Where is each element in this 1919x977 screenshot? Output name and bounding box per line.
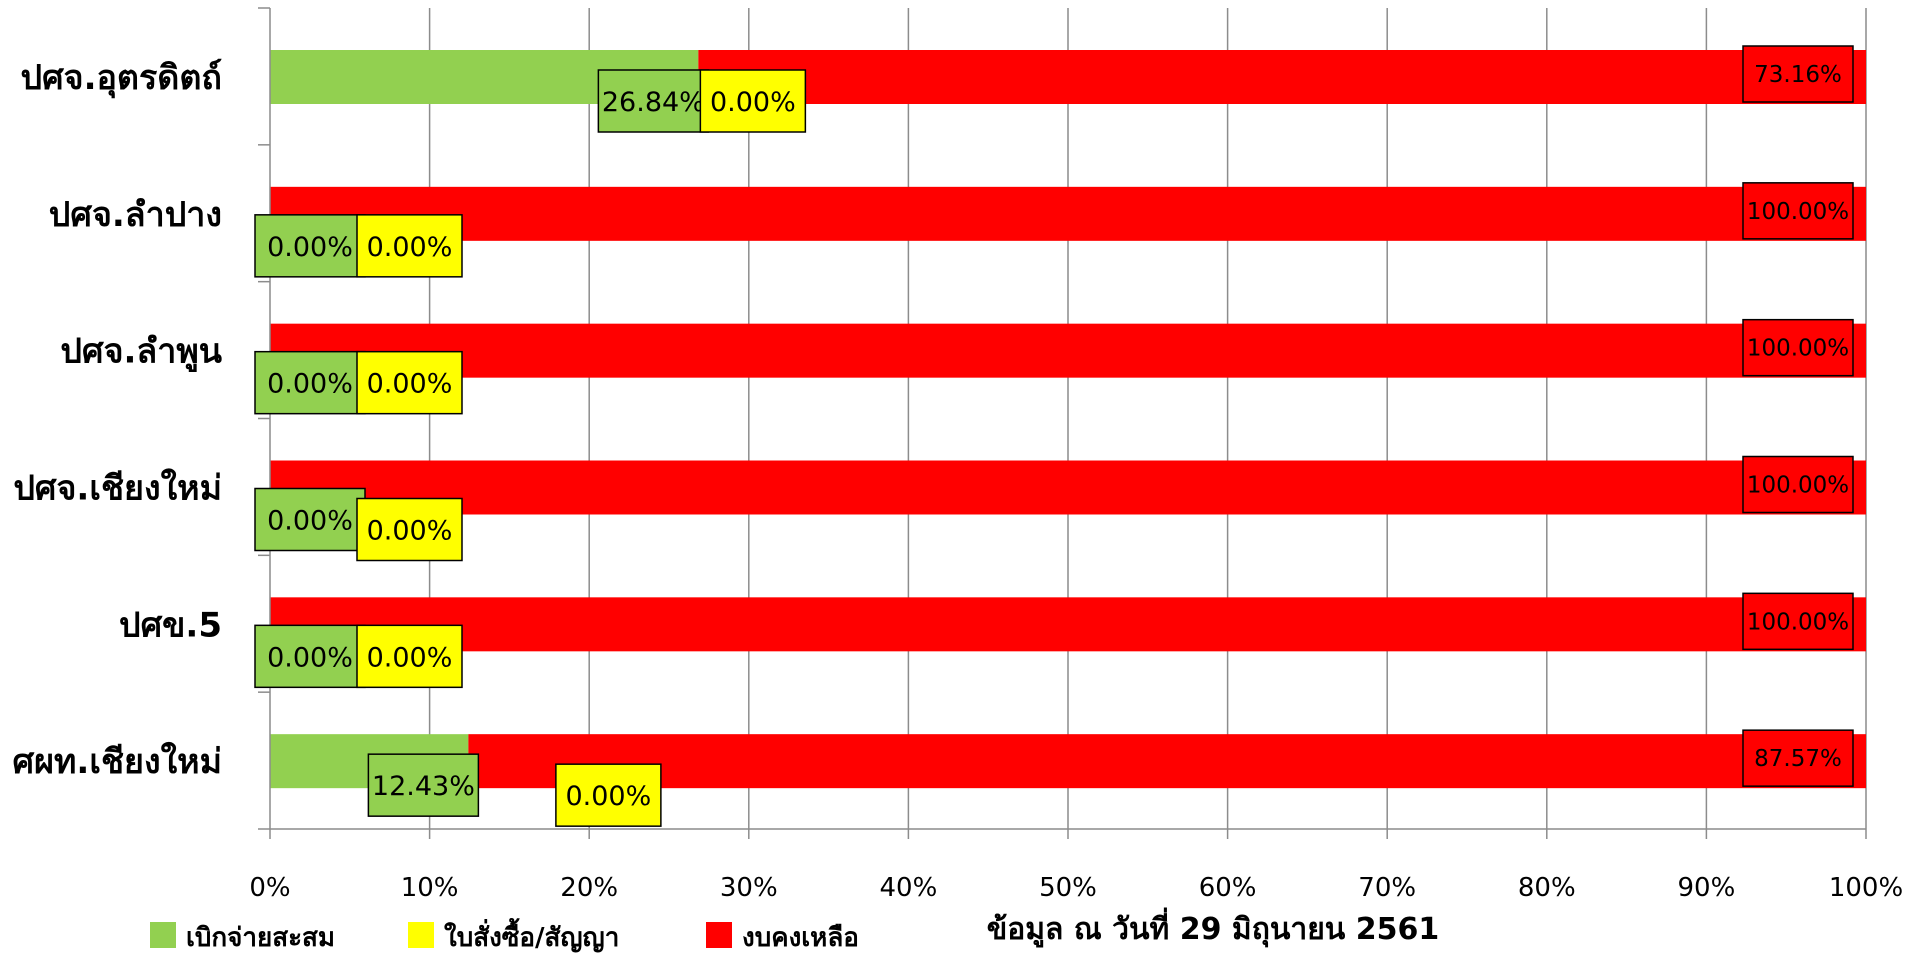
data-label-remaining-box <box>1742 729 1854 787</box>
gridlines <box>428 8 1867 829</box>
category-label: ปศจ.ลำพูน <box>60 332 222 373</box>
x-tick-label: 90% <box>1678 873 1736 903</box>
data-label-disbursed-box <box>254 487 366 552</box>
bar-segment <box>270 186 1866 241</box>
data-label-disbursed-box <box>367 753 480 817</box>
x-tick-label: 0% <box>249 873 290 903</box>
data-label-purchase-order: 0.00% <box>710 87 796 118</box>
category-label: ปศจ.อุตรดิตถ์ <box>20 58 222 99</box>
legend-label: งบคงเหลือ <box>742 923 859 953</box>
category-labels: ปศจ.อุตรดิตถ์ปศจ.ลำปางปศจ.ลำพูนปศจ.เชียง… <box>13 58 222 782</box>
data-label-disbursed: 0.00% <box>267 506 353 537</box>
data-label-purchase-order: 0.00% <box>367 232 453 263</box>
data-label-disbursed: 0.00% <box>267 232 353 263</box>
data-label-purchase-order-box <box>356 624 463 689</box>
category-label: ปศข.5 <box>119 605 222 645</box>
legend-label: เบิกจ่ายสะสม <box>186 923 335 953</box>
legend-swatch <box>150 922 176 948</box>
data-label-disbursed: 0.00% <box>267 642 353 673</box>
data-label-disbursed: 12.43% <box>372 771 475 802</box>
x-tick-label: 80% <box>1518 873 1576 903</box>
legend-label: ใบสั่งซื้อ/สัญญา <box>444 917 619 953</box>
bar-segment <box>270 597 1866 652</box>
category-label: ปศจ.เชียงใหม่ <box>13 468 222 509</box>
x-tick-label: 70% <box>1358 873 1416 903</box>
data-label-remaining-box <box>1742 455 1854 514</box>
data-label-remaining: 87.57% <box>1754 746 1842 772</box>
data-label-disbursed-box <box>254 214 366 278</box>
data-label-purchase-order-box <box>555 763 662 827</box>
data-label-purchase-order: 0.00% <box>367 369 453 400</box>
x-tick-labels: 0% 10% 20% 30% 40% 50% 60% 70% 80% 90% 100% <box>249 873 1903 903</box>
data-label-remaining: 100.00% <box>1747 336 1849 362</box>
data-label-purchase-order-box <box>699 69 807 133</box>
data-label-remaining: 100.00% <box>1747 609 1849 635</box>
data-label-purchase-order: 0.00% <box>367 516 453 547</box>
x-tick-label: 20% <box>560 873 618 903</box>
data-label-remaining-box <box>1742 45 1854 103</box>
bar-segment <box>468 734 1866 789</box>
x-tick-label: 100% <box>1829 873 1903 903</box>
data-label-purchase-order-box <box>356 497 463 562</box>
legend-swatch <box>706 922 732 948</box>
x-tick-label: 10% <box>401 873 459 903</box>
data-label-remaining: 100.00% <box>1747 473 1849 499</box>
category-label: ศผท.เชียงใหม่ <box>13 741 222 782</box>
x-tick-label: 60% <box>1199 873 1257 903</box>
data-label-remaining: 100.00% <box>1747 199 1849 225</box>
bar-segment <box>270 323 1866 378</box>
legend-swatch <box>408 922 434 948</box>
bar-segment <box>270 460 1866 515</box>
category-label: ปศจ.ลำปาง <box>49 195 222 235</box>
data-label-purchase-order: 0.00% <box>565 781 651 812</box>
data-labels: 26.84% 0.00%73.16%0.00% 0.00%100.00%0.00% 0… <box>254 45 1854 827</box>
data-label-remaining-box <box>1742 592 1854 651</box>
axes <box>258 7 1867 839</box>
data-label-remaining: 73.16% <box>1754 62 1842 88</box>
x-tick-label: 40% <box>880 873 938 903</box>
legend: เบิกจ่ายสะสม ใบสั่งซื้อ/สัญญา งบคงเหลือ <box>150 917 859 953</box>
data-label-remaining-box <box>1742 318 1854 377</box>
data-date-note: ข้อมูล ณ วันที่ 29 มิถุนายน 2561 <box>987 907 1440 948</box>
data-label-purchase-order-box <box>356 350 463 415</box>
data-label-purchase-order: 0.00% <box>367 642 453 673</box>
data-label-remaining-box <box>1742 182 1854 240</box>
bar-segment <box>698 50 1866 104</box>
x-tick-label: 50% <box>1039 873 1097 903</box>
data-label-disbursed: 0.00% <box>267 369 353 400</box>
data-label-disbursed: 26.84% <box>602 87 705 118</box>
data-label-purchase-order-box <box>356 214 463 278</box>
x-tick-label: 30% <box>720 873 778 903</box>
